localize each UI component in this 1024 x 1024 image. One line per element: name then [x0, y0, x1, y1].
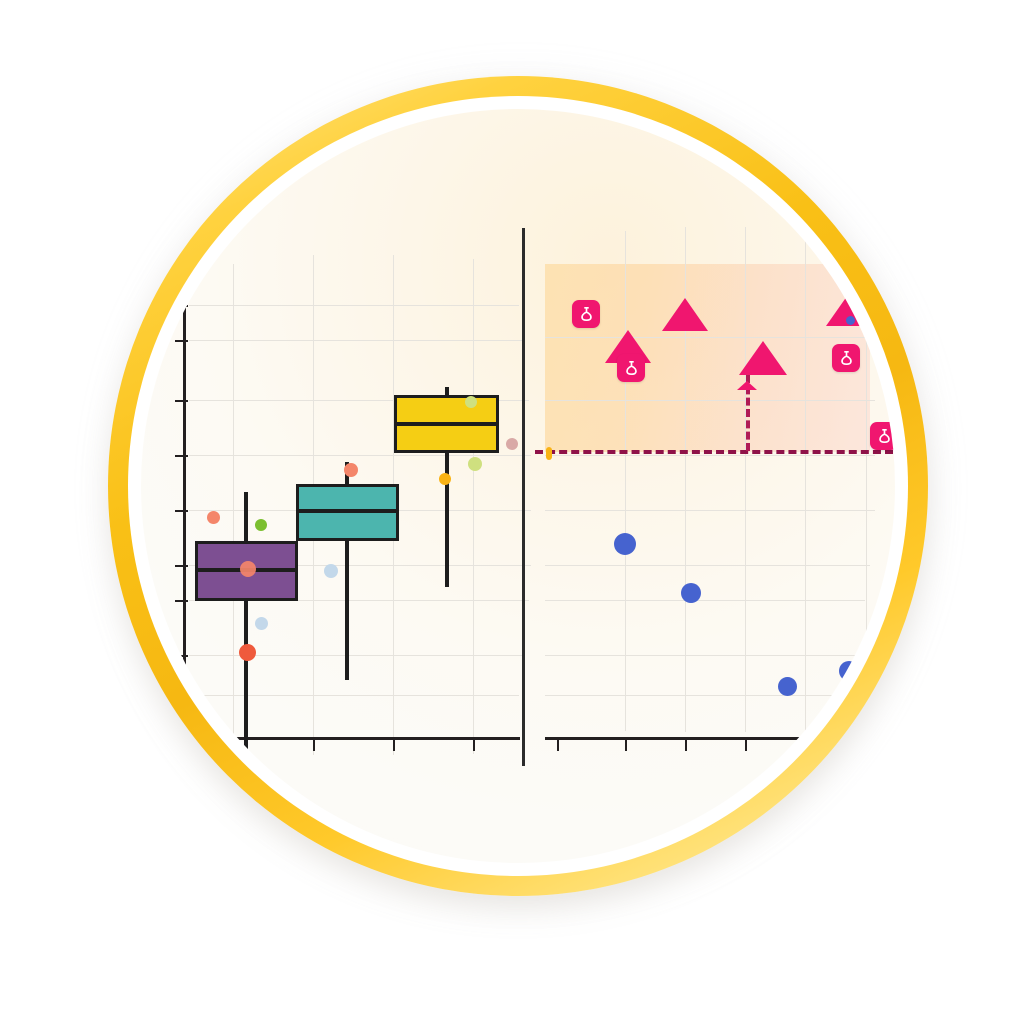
jitter-point: [239, 644, 256, 661]
flask-badge-icon[interactable]: [572, 300, 600, 328]
gridline-horizontal: [545, 565, 870, 566]
scatter-point: [778, 677, 797, 696]
jitter-point: [468, 457, 482, 471]
right-panel-scatter: [531, 109, 895, 863]
y-axis-tick: [175, 695, 188, 697]
scatter-point: [839, 661, 859, 681]
y-axis-tick: [175, 565, 188, 567]
threshold-shaded-region: [545, 264, 870, 452]
jitter-point: [506, 438, 518, 450]
jitter-point: [465, 396, 477, 408]
disc-inner-face: [141, 109, 895, 863]
panel-divider: [522, 228, 525, 766]
gridline-vertical: [473, 259, 474, 754]
jitter-point: [255, 519, 267, 531]
jitter-point: [324, 564, 338, 578]
gridline-vertical: [685, 227, 686, 732]
y-axis-tick: [175, 455, 188, 457]
scatter-point: [846, 316, 855, 325]
gridline-vertical: [233, 264, 234, 754]
threshold-line: [535, 450, 893, 454]
flask-badge-icon[interactable]: [870, 422, 895, 450]
boxplot-whisker: [244, 492, 248, 752]
flask-badge-icon[interactable]: [832, 344, 860, 372]
gridline-horizontal: [189, 655, 524, 656]
boxplot-median-line: [394, 422, 499, 426]
x-axis-tick: [805, 738, 807, 751]
gridline-horizontal: [189, 600, 529, 601]
gridline-horizontal: [545, 655, 857, 656]
x-axis-line: [545, 737, 885, 740]
jitter-point: [240, 561, 256, 577]
x-axis-tick: [557, 738, 559, 751]
gridline-horizontal: [189, 340, 524, 341]
y-axis-line: [183, 272, 186, 712]
gridline-horizontal: [189, 695, 519, 696]
jitter-point: [344, 463, 358, 477]
boxplot-whisker: [345, 462, 349, 680]
y-axis-tick: [175, 655, 188, 657]
gridline-vertical: [625, 231, 626, 731]
gridline-vertical: [866, 249, 867, 719]
x-axis-tick: [685, 738, 687, 751]
gridline-horizontal: [545, 455, 875, 456]
gridline-vertical: [745, 227, 746, 732]
x-axis-tick: [393, 738, 395, 751]
scatter-point: [614, 533, 636, 555]
annotation-arrow-head-small: [737, 381, 757, 390]
marker-triangle-up: [662, 298, 708, 331]
x-axis-line: [208, 737, 520, 740]
flask-badge-icon[interactable]: [617, 354, 645, 382]
gridline-horizontal: [545, 337, 870, 338]
gridline-horizontal: [189, 455, 531, 456]
gridline-horizontal: [545, 600, 865, 601]
y-axis-tick: [175, 400, 188, 402]
x-axis-tick: [313, 738, 315, 751]
gridline-horizontal: [545, 400, 875, 401]
gridline-vertical: [805, 231, 806, 731]
y-axis-tick: [175, 510, 188, 512]
stray-marker-dot: [546, 447, 552, 460]
jitter-point: [439, 473, 451, 485]
gridline-horizontal: [189, 400, 529, 401]
gridline-horizontal: [545, 695, 845, 696]
y-axis-tick: [175, 600, 188, 602]
annotation-arrow-stem: [746, 375, 750, 451]
x-axis-tick: [473, 738, 475, 751]
x-axis-tick: [745, 738, 747, 751]
boxplot-whisker: [445, 387, 449, 587]
marker-triangle-up: [739, 341, 787, 375]
y-axis-tick: [175, 305, 188, 307]
jitter-point: [207, 511, 220, 524]
boxplot-median-line: [296, 509, 399, 513]
gridline-horizontal: [189, 305, 519, 306]
x-axis-tick: [233, 738, 235, 751]
x-axis-tick: [625, 738, 627, 751]
jitter-point: [255, 617, 268, 630]
left-panel-boxplot: [141, 109, 541, 863]
scatter-point: [681, 583, 701, 603]
gridline-horizontal: [545, 510, 875, 511]
y-axis-tick: [175, 340, 188, 342]
gridline-horizontal: [189, 565, 531, 566]
